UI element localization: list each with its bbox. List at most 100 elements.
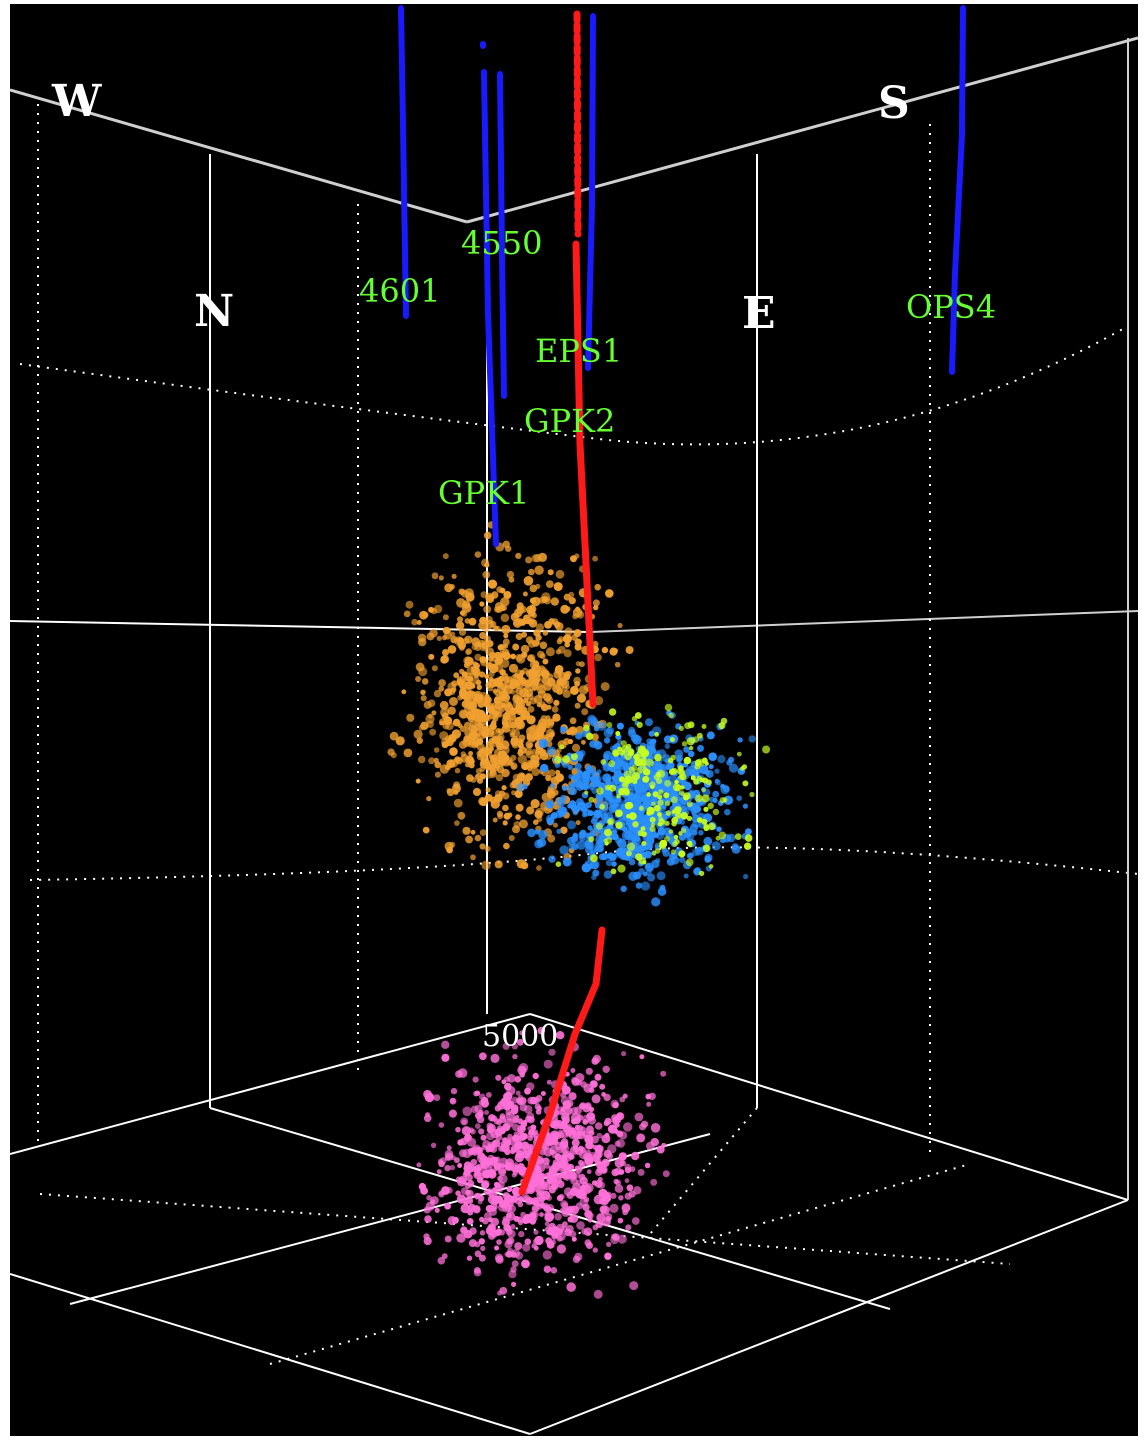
event-dot [437,1256,446,1265]
event-dot [671,820,677,827]
event-dot [438,1122,445,1128]
event-dot [479,766,486,773]
event-dot [467,1180,475,1187]
well-label-gpk2: GPK2 [524,402,615,440]
event-dot [517,742,524,749]
event-dot [481,860,491,870]
event-dot [487,702,494,708]
event-dot [533,1229,539,1235]
event-dot [487,579,498,589]
event-dot [638,857,647,865]
event-dot [701,787,706,793]
grid-mid-south-edge [589,610,1138,633]
event-dot [645,758,654,767]
event-dot [585,1067,593,1075]
event-clouds [387,521,771,1299]
event-dot [483,627,490,633]
event-dot [538,665,546,673]
event-dot [615,821,623,829]
event-dot [486,1092,492,1098]
event-dot [403,748,413,758]
event-dot [470,829,476,835]
event-dot [497,1175,503,1182]
event-dot [639,1054,645,1060]
event-dot [562,1221,568,1228]
event-dot [544,1163,550,1169]
event-dot [645,718,653,727]
event-dot [687,750,695,758]
event-dot [601,1092,606,1097]
event-dot [465,762,470,768]
event-dot [647,809,652,814]
event-dot [518,1230,525,1238]
event-dot [423,1233,430,1240]
event-dot [633,1186,642,1195]
event-dot [681,827,687,834]
event-dot [503,842,510,850]
event-dot [662,1170,670,1178]
event-dot [626,850,632,857]
event-dot [521,1259,530,1269]
event-dot [518,1063,529,1073]
event-dot [568,597,576,605]
event-dot [469,724,477,733]
event-dot [469,1227,477,1235]
event-dot [562,689,571,699]
event-dot [449,697,458,706]
event-dot [537,1176,545,1184]
event-dot [641,756,647,763]
event-dot [560,826,568,834]
event-dot [536,722,547,732]
event-dot [597,1181,606,1189]
event-dot [562,634,572,644]
event-dot [522,614,532,625]
event-dot [488,1114,496,1122]
event-dot [612,1101,619,1109]
event-dot [610,868,617,875]
event-dot [516,782,526,792]
event-dot [549,731,555,738]
event-dot [543,1204,551,1212]
event-dot [522,692,530,700]
event-dot [511,1096,519,1104]
event-dot [560,1096,570,1105]
event-dot [553,699,560,707]
event-dot [562,857,572,867]
event-dot [431,665,438,672]
event-dot [485,682,492,689]
event-dot [636,1133,646,1143]
event-dot [576,1221,585,1230]
event-dot [542,658,549,665]
event-dot [674,784,682,792]
event-dot [470,776,477,783]
event-dot [749,791,755,798]
event-dot [494,1245,500,1251]
event-dot [650,1123,661,1133]
event-dot [462,1148,472,1159]
event-dot [670,849,676,855]
event-dot [490,1053,500,1063]
event-dot [505,1111,515,1121]
event-dot [532,660,540,668]
event-dot [442,635,448,641]
event-dot [444,1202,451,1210]
event-dot [499,669,506,676]
event-dot [680,785,685,790]
3d-viewport[interactable]: W S N E 4550 4601 OPS4 EPS1 GPK2 GPK1 50… [10,4,1138,1436]
event-dot [479,797,488,807]
event-dot [572,613,578,620]
event-dot [464,704,474,714]
event-dot [599,1083,606,1090]
event-dot [574,1252,583,1261]
event-dot [668,757,674,764]
event-dot [618,1195,624,1201]
event-dot [600,1205,610,1215]
event-dot [464,588,474,598]
event-dot [517,1128,524,1135]
event-dot [495,1255,504,1264]
event-dot [686,815,693,822]
event-dot [576,1167,582,1174]
event-dot [422,826,430,834]
event-dot [523,576,534,586]
event-dot [569,685,579,695]
